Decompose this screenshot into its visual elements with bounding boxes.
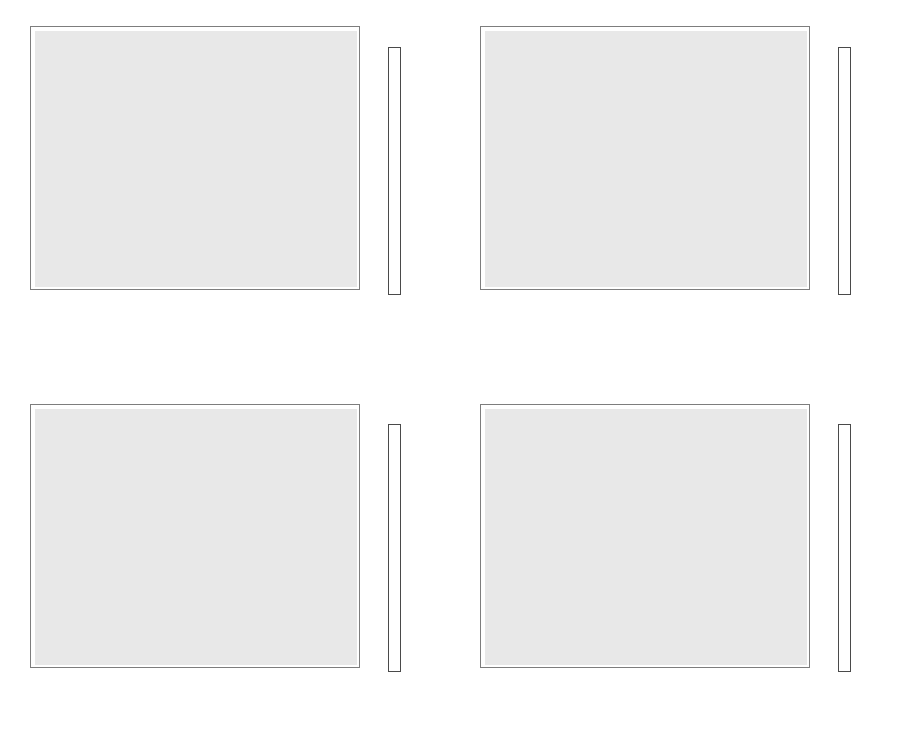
panel-model2 [450, 0, 900, 376]
heatmap-canvas [485, 409, 807, 665]
colorbar-gradient-strip [388, 47, 401, 295]
colorbar-difference [372, 404, 450, 674]
plot-frame-percent-difference [480, 404, 810, 668]
heatmap-canvas [485, 31, 807, 287]
plot-frame-model1 [30, 26, 360, 290]
colorbar-gradient-strip [838, 424, 851, 672]
colorbar-canvas [839, 48, 850, 294]
colorbar-canvas [839, 425, 850, 671]
heatmap-canvas [35, 31, 357, 287]
heatmap-raster-model1 [35, 31, 357, 287]
heatmap-raster-model2 [485, 31, 807, 287]
plot-frame-difference [30, 404, 360, 668]
colorbar-gradient-strip [838, 47, 851, 295]
plot-frame-model2 [480, 26, 810, 290]
heatmap-canvas [35, 409, 357, 665]
panel-model1 [0, 0, 450, 376]
colorbar-canvas [389, 48, 400, 294]
colorbar-canvas [389, 425, 400, 671]
colorbar-model2 [822, 26, 900, 296]
panel-percent-difference [450, 376, 900, 752]
colorbar-model1 [372, 26, 450, 296]
panel-difference [0, 376, 450, 752]
heatmap-raster-percent-difference [485, 409, 807, 665]
colorbar-percent-difference [822, 404, 900, 674]
colorbar-gradient-strip [388, 424, 401, 672]
heatmap-raster-difference [35, 409, 357, 665]
